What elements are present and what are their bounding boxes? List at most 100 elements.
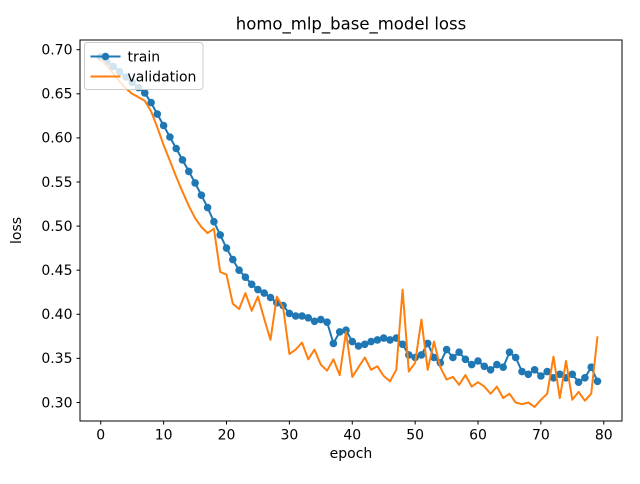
train-marker (147, 98, 155, 107)
train-marker (229, 255, 237, 264)
train-marker (241, 273, 250, 282)
legend-label: validation (128, 69, 197, 85)
y-tick-label: 0.65 (41, 87, 72, 103)
train-marker (329, 339, 338, 348)
y-tick-label: 0.55 (41, 175, 72, 191)
train-marker (423, 339, 432, 348)
y-tick-label: 0.45 (41, 263, 72, 279)
train-marker (178, 156, 187, 164)
x-tick-label: 30 (280, 428, 298, 444)
train-marker (210, 217, 218, 226)
axis-ticks: 0 10 20 30 40 50 60 70 80 0.30 0.35 0.40 0.45 0.50 0.5… (41, 43, 612, 444)
train-marker (379, 334, 388, 342)
train-marker (222, 244, 231, 252)
train-marker (317, 315, 325, 324)
legend-box (84, 42, 204, 90)
legend-sample-marker (101, 52, 110, 61)
train-marker (511, 353, 520, 362)
train-marker (549, 374, 558, 382)
train-marker (543, 367, 551, 376)
train-marker (260, 289, 269, 297)
legend-label: train (128, 49, 161, 65)
train-marker (298, 312, 306, 320)
train-marker (153, 110, 162, 118)
y-tick-label: 0.35 (41, 351, 72, 367)
y-tick-label: 0.30 (41, 395, 72, 411)
validation-line (99, 57, 599, 408)
train-marker (361, 340, 369, 349)
train-line (100, 56, 599, 384)
train-marker (486, 366, 495, 374)
y-tick-label: 0.50 (41, 219, 72, 235)
train-marker (455, 348, 463, 357)
train-marker (417, 351, 426, 359)
train-marker (518, 367, 526, 376)
x-tick-label: 50 (406, 428, 424, 444)
train-marker (216, 231, 224, 239)
train-marker (348, 337, 357, 346)
y-tick-label: 0.60 (41, 131, 72, 147)
train-marker (285, 309, 294, 318)
train-marker (430, 353, 438, 362)
train-marker (354, 342, 363, 350)
x-tick-label: 0 (96, 428, 105, 444)
train-marker (386, 336, 394, 344)
train-marker (166, 133, 174, 141)
train-marker (530, 366, 539, 374)
train-marker (505, 348, 514, 357)
train-marker (449, 353, 457, 362)
train-marker (342, 326, 350, 335)
train-marker (581, 374, 589, 382)
x-tick-label: 10 (155, 428, 173, 444)
train-marker (191, 179, 199, 187)
train-marker (474, 357, 482, 365)
x-tick-label: 20 (218, 428, 236, 444)
train-marker (323, 318, 331, 327)
train-marker (568, 370, 577, 379)
legend: train validation (84, 42, 204, 90)
train-marker (335, 328, 344, 336)
y-axis-label: loss (9, 217, 25, 244)
train-marker (373, 336, 382, 344)
train-marker (367, 337, 375, 346)
x-tick-label: 80 (595, 428, 613, 444)
train-marker (310, 317, 319, 326)
x-tick-label: 60 (469, 428, 487, 444)
train-marker (197, 191, 206, 199)
x-tick-label: 70 (532, 428, 550, 444)
y-tick-label: 0.40 (41, 307, 72, 323)
train-marker (398, 340, 407, 349)
train-marker (574, 378, 583, 387)
train-marker (185, 167, 193, 176)
train-marker (304, 314, 313, 322)
train-marker (266, 293, 275, 302)
train-marker (537, 372, 545, 380)
train-marker (442, 345, 451, 354)
train-marker (141, 89, 149, 97)
train-marker (203, 203, 212, 212)
chart-title: homo_mlp_base_model loss (236, 15, 466, 35)
train-series (96, 53, 602, 387)
train-marker (593, 377, 602, 386)
train-marker (291, 312, 300, 320)
train-marker (247, 280, 256, 289)
train-marker (499, 363, 508, 372)
train-marker (254, 285, 262, 294)
y-tick-label: 0.70 (41, 43, 72, 59)
x-axis-label: epoch (330, 446, 373, 462)
train-marker (493, 360, 501, 369)
train-marker (159, 121, 168, 130)
axes-frame (79, 39, 623, 422)
train-marker (480, 362, 489, 371)
validation-series (99, 57, 599, 408)
train-marker (172, 144, 180, 153)
train-marker (556, 370, 564, 379)
plot-area: 0 10 20 30 40 50 60 70 80 0.30 0.35 0.40 0.45 0.50 0.5… (41, 39, 623, 444)
train-marker (461, 355, 470, 364)
train-marker (235, 266, 243, 275)
x-tick-label: 40 (343, 428, 361, 444)
train-marker (467, 360, 476, 369)
train-marker (524, 370, 533, 379)
